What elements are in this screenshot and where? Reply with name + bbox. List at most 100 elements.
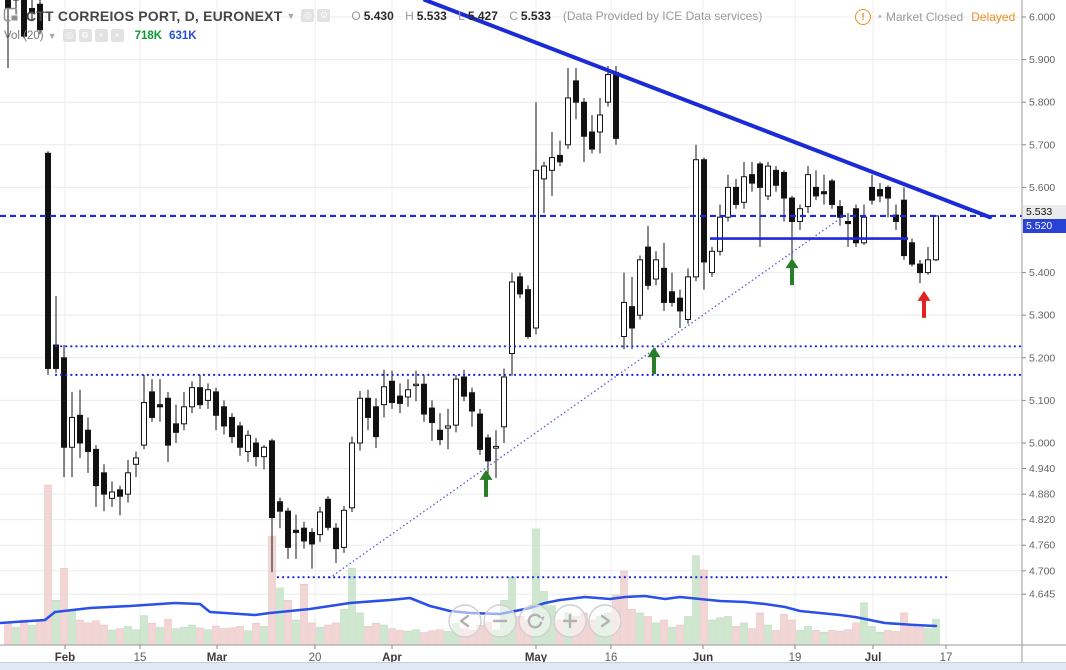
volume-bar: [420, 632, 428, 645]
volume-bar: [916, 626, 924, 645]
candle-body: [805, 174, 811, 208]
volume-bar: [340, 609, 348, 645]
green-up-arrow-marker: [785, 258, 799, 286]
pan-right-button[interactable]: [588, 604, 622, 638]
reset-zoom-button[interactable]: [518, 604, 552, 638]
candle-body: [765, 165, 771, 197]
delayed-label[interactable]: Delayed: [971, 10, 1016, 24]
time-axis-label: 16: [605, 652, 618, 664]
low-value: 5.427: [467, 8, 498, 23]
symbol-logo-icon[interactable]: [3, 7, 20, 24]
candle-body: [117, 489, 123, 497]
plot-area[interactable]: [0, 0, 1022, 645]
candle-body: [621, 301, 627, 338]
status-bullet-icon: •: [878, 11, 882, 23]
price-axis-label: 4.700: [1029, 565, 1055, 577]
price-axis[interactable]: 6.000 5.900 5.800 5.700 5.600 5.400 5.300 5.200…: [1022, 12, 1055, 601]
volume-bar: [820, 631, 828, 645]
time-axis[interactable]: Feb 15 Mar 20 Apr May 16 Jun 19 Jul 17: [55, 645, 953, 664]
candle-body: [341, 509, 347, 548]
volume-bar: [676, 624, 684, 645]
reset-arrowhead: [540, 616, 545, 621]
volume-bar: [764, 624, 772, 645]
volume-bar: [4, 623, 12, 645]
zoom-out-button[interactable]: [483, 604, 517, 638]
time-axis-label: Mar: [207, 652, 228, 664]
volume-bar: [308, 622, 316, 645]
data-provider-note: (Data Provided by ICE Data services): [562, 8, 763, 23]
candle-body: [285, 510, 291, 548]
volume-bar: [164, 619, 172, 645]
candle-body: [349, 442, 355, 509]
candle-body: [869, 186, 875, 201]
candle-body: [237, 425, 243, 448]
delayed-warning-icon[interactable]: !: [855, 9, 871, 25]
symbol-eye-icon[interactable]: ◎: [301, 9, 315, 22]
zoom-in-button[interactable]: [553, 604, 587, 638]
symbol-settings-icon[interactable]: ⚙: [317, 9, 331, 22]
uptrend-dotted-line[interactable]: [329, 214, 846, 579]
time-axis-label: Jul: [865, 652, 882, 664]
volume-bar: [28, 625, 36, 645]
candle-body: [437, 429, 443, 441]
candle-body: [541, 165, 547, 180]
time-axis-label: 15: [134, 652, 147, 664]
candle-body: [909, 242, 915, 265]
candle-body: [517, 276, 523, 295]
volume-bar: [220, 628, 228, 645]
candle-body: [53, 344, 59, 369]
candle-body: [365, 397, 371, 418]
green-up-arrow-marker: [479, 469, 493, 497]
candle-body: [749, 174, 755, 184]
symbol-title[interactable]: CTT CORREIOS PORT, D, EURONEXT: [26, 7, 283, 24]
price-axis-label: 5.900: [1029, 54, 1055, 66]
open-value: 5.430: [363, 8, 394, 23]
time-axis-label: 19: [789, 652, 802, 664]
volume-dropdown-caret[interactable]: ▼: [47, 30, 57, 41]
volume-add-icon[interactable]: +: [94, 29, 108, 42]
price-axis-label: 4.760: [1029, 540, 1055, 552]
market-closed-label: Market Closed: [885, 10, 964, 24]
pan-left-button[interactable]: [448, 604, 482, 638]
price-axis-label: 4.880: [1029, 489, 1055, 501]
price-axis-label: 5.400: [1029, 267, 1055, 279]
volume-indicator-label[interactable]: Vol (20): [4, 29, 44, 42]
volume-bar: [844, 629, 852, 645]
close-value: 5.533: [520, 8, 551, 23]
candle-body: [253, 442, 259, 458]
candle-body: [853, 208, 859, 244]
candle-body: [173, 423, 179, 433]
volume-bar: [84, 622, 92, 645]
symbol-dropdown-caret[interactable]: ▼: [286, 10, 296, 21]
timeline-scrollbar[interactable]: [0, 662, 1066, 670]
candle-body: [101, 472, 107, 495]
volume-bar: [60, 567, 68, 645]
volume-close-icon[interactable]: ×: [110, 29, 124, 42]
candle-body: [109, 491, 115, 499]
volume-bar: [276, 587, 284, 645]
volume-bar: [412, 629, 420, 645]
candle-body: [493, 445, 499, 449]
volume-bar: [196, 627, 204, 645]
candle-body: [581, 101, 587, 137]
volume-indicator-legend: Vol (20) ▼ ◎ ⚙ + × 718K 631K: [4, 29, 197, 42]
volume-bar: [140, 615, 148, 645]
volume-bar: [652, 622, 660, 645]
volume-settings-icon[interactable]: ⚙: [78, 29, 92, 42]
volume-bar: [364, 626, 372, 645]
downtrend-line[interactable]: [423, 0, 992, 220]
volume-bar: [780, 614, 788, 645]
candle-body: [245, 434, 251, 453]
candle-body: [533, 169, 539, 329]
volume-bar: [372, 622, 380, 645]
candle-body: [845, 220, 851, 225]
candle-body: [901, 199, 907, 257]
volume-bar: [620, 570, 628, 645]
candle-body: [357, 397, 363, 444]
candle-body: [509, 281, 515, 355]
candle-body: [413, 383, 419, 387]
candle-body: [709, 250, 715, 274]
volume-eye-icon[interactable]: ◎: [62, 29, 76, 42]
volume-bar: [884, 630, 892, 645]
